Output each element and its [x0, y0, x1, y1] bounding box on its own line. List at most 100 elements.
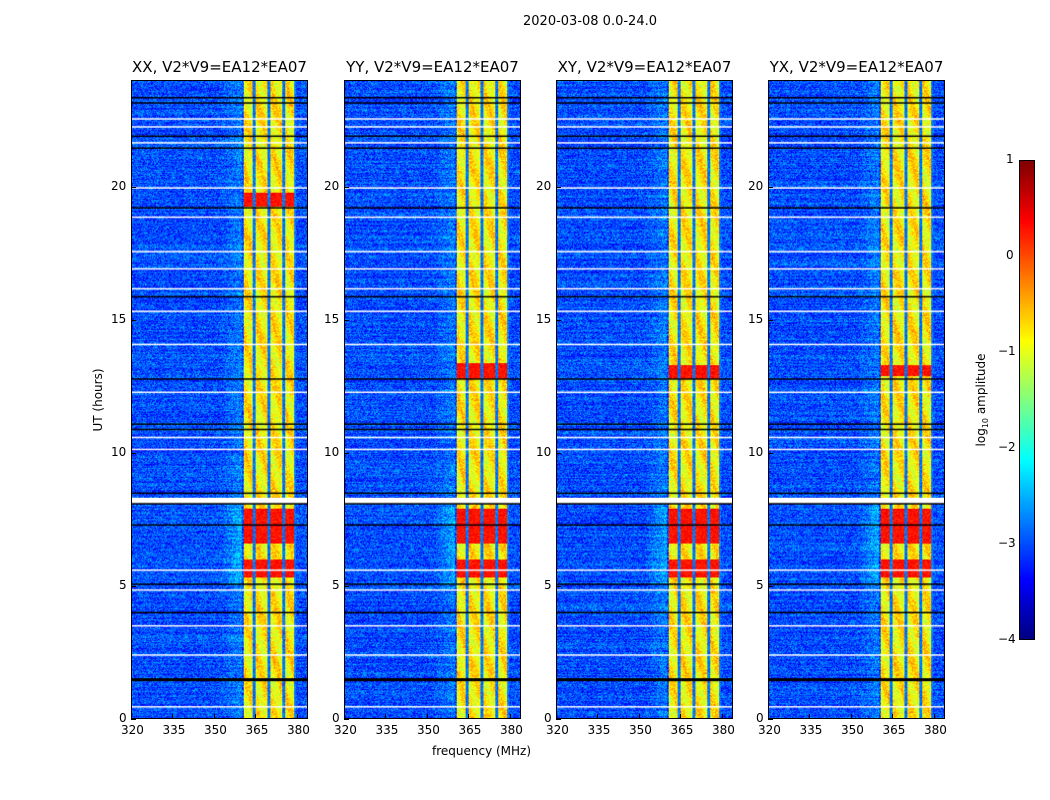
y-tick-mark [768, 719, 773, 720]
colorbar-label: log10 amplitude [974, 354, 990, 447]
x-tick-mark [597, 714, 599, 719]
x-tick-mark [213, 714, 215, 719]
y-tick-label: 5 [332, 577, 340, 592]
y-tick-mark [131, 186, 136, 188]
y-tick-label: 20 [748, 178, 764, 193]
y-tick-label: 0 [544, 711, 552, 725]
x-tick-mark [850, 714, 852, 719]
y-tick-label: 15 [111, 311, 127, 326]
x-tick-label: 350 [628, 723, 652, 737]
y-tick-mark [131, 719, 136, 720]
y-tick-mark [556, 719, 561, 720]
y-tick-mark [344, 186, 349, 188]
x-tick-label: 350 [203, 723, 227, 737]
colorbar-label-sub: 10 [981, 417, 991, 429]
heatmap-panel [556, 80, 733, 719]
heatmap-panel [344, 80, 521, 719]
x-tick-label: 380 [499, 723, 523, 737]
y-tick-mark [131, 585, 136, 587]
y-tick-label: 10 [536, 444, 552, 459]
y-tick-label: 10 [111, 444, 127, 459]
x-tick-mark [556, 714, 557, 719]
x-tick-label: 335 [375, 723, 399, 737]
y-tick-label: 0 [332, 711, 340, 725]
colorbar-tick-label: −2 [998, 440, 1016, 454]
heatmap-panel [768, 80, 945, 719]
y-tick-mark [768, 452, 773, 454]
x-tick-label: 365 [882, 723, 906, 737]
x-tick-mark [768, 714, 769, 719]
y-tick-mark [131, 319, 136, 321]
y-tick-mark [344, 452, 349, 454]
y-tick-mark [768, 585, 773, 587]
x-tick-label: 350 [840, 723, 864, 737]
x-axis-label: frequency (MHz) [432, 744, 532, 758]
y-tick-label: 0 [119, 711, 127, 725]
panel-title: XY, V2*V9=EA12*EA07 [557, 58, 732, 76]
x-tick-mark [638, 714, 640, 719]
x-tick-mark [131, 714, 132, 719]
y-tick-label: 0 [756, 711, 764, 725]
x-tick-label: 320 [546, 723, 569, 737]
y-tick-label: 10 [324, 444, 340, 459]
y-tick-label: 5 [544, 577, 552, 592]
y-tick-label: 10 [748, 444, 764, 459]
colorbar-tick-label: 1 [1006, 152, 1014, 166]
y-tick-mark [768, 319, 773, 321]
colorbar-tick-label: −3 [998, 536, 1016, 550]
x-tick-mark [344, 714, 345, 719]
y-tick-mark [344, 319, 349, 321]
colorbar-label-base: log [973, 428, 988, 447]
x-tick-mark [172, 714, 174, 719]
y-tick-label: 20 [324, 178, 340, 193]
y-tick-label: 15 [748, 311, 764, 326]
colorbar-tick-label: −4 [998, 632, 1016, 646]
colorbar-tick-label: −1 [998, 344, 1016, 358]
x-tick-mark [426, 714, 428, 719]
x-tick-label: 320 [121, 723, 144, 737]
x-tick-label: 350 [416, 723, 440, 737]
x-tick-mark [468, 714, 470, 719]
y-tick-mark [131, 452, 136, 454]
x-tick-mark [892, 714, 894, 719]
colorbar [1019, 160, 1035, 640]
x-tick-label: 320 [758, 723, 781, 737]
heatmap-panel [131, 80, 308, 719]
figure-title: 2020-03-08 0.0-24.0 [523, 14, 657, 29]
y-tick-label: 15 [324, 311, 340, 326]
y-tick-mark [768, 186, 773, 188]
y-tick-mark [556, 585, 561, 587]
x-tick-label: 320 [334, 723, 357, 737]
x-tick-mark [255, 714, 257, 719]
colorbar-tick-label: 0 [1006, 248, 1014, 262]
y-tick-mark [556, 319, 561, 321]
y-tick-mark [344, 585, 349, 587]
x-tick-mark [680, 714, 682, 719]
x-tick-label: 380 [923, 723, 947, 737]
x-tick-label: 365 [245, 723, 269, 737]
x-tick-label: 380 [286, 723, 310, 737]
panel-title: XX, V2*V9=EA12*EA07 [132, 58, 307, 76]
panel-title: YX, V2*V9=EA12*EA07 [769, 58, 944, 76]
y-tick-mark [344, 719, 349, 720]
x-tick-mark [809, 714, 811, 719]
x-tick-mark [933, 714, 935, 719]
y-tick-mark [556, 452, 561, 454]
x-tick-mark [721, 714, 723, 719]
x-tick-label: 335 [587, 723, 611, 737]
y-tick-mark [556, 186, 561, 188]
panel-title: YY, V2*V9=EA12*EA07 [346, 58, 519, 76]
x-tick-mark [296, 714, 298, 719]
x-tick-label: 335 [799, 723, 823, 737]
x-tick-label: 335 [162, 723, 186, 737]
y-axis-label: UT (hours) [91, 368, 105, 432]
y-tick-label: 15 [536, 311, 552, 326]
x-tick-label: 365 [670, 723, 694, 737]
colorbar-label-rest: amplitude [973, 353, 988, 418]
x-tick-label: 365 [458, 723, 482, 737]
y-tick-label: 20 [536, 178, 552, 193]
x-tick-mark [385, 714, 387, 719]
y-tick-label: 20 [111, 178, 127, 193]
x-tick-mark [509, 714, 511, 719]
y-tick-label: 5 [756, 577, 764, 592]
